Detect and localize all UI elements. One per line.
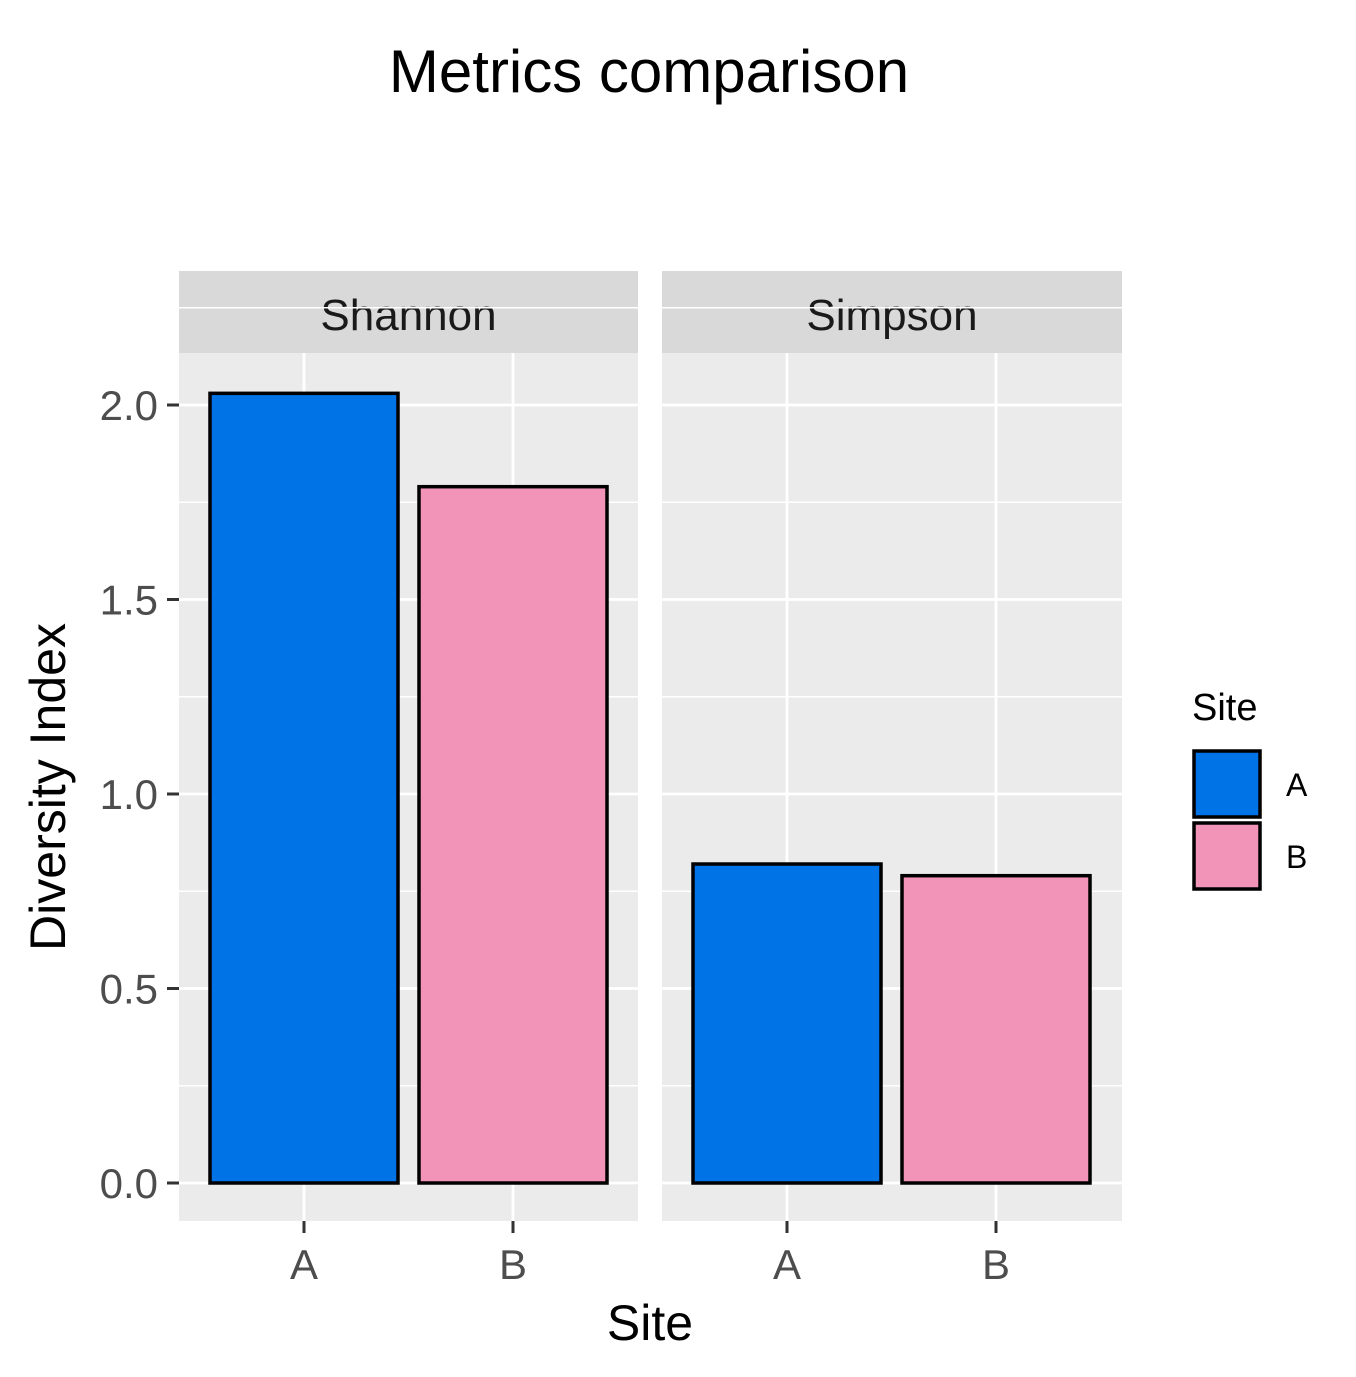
legend-key-a: [1192, 749, 1262, 819]
facet-strip: [662, 271, 1122, 353]
y-tick-label: 1.5: [100, 577, 158, 624]
chart-title: Metrics comparison: [389, 38, 909, 105]
legend: Site AB: [1192, 687, 1308, 891]
facet-panel-shannon: Shannon: [179, 271, 638, 1221]
facet-strip: [179, 271, 638, 353]
bar-shannon-b: [417, 484, 609, 1185]
facet-panel-simpson: Simpson: [662, 271, 1122, 1221]
bar-simpson-a: [691, 862, 883, 1185]
legend-title: Site: [1192, 687, 1257, 729]
y-axis: 0.0 0.5 1.0 1.5 2.0: [100, 382, 179, 1207]
facet-strip-label: Shannon: [320, 291, 496, 340]
x-axis-title: Site: [607, 1295, 693, 1351]
y-axis-title: Diversity Index: [20, 623, 76, 951]
y-tick-label: 2.0: [100, 382, 158, 429]
legend-label-a: A: [1286, 767, 1308, 803]
legend-key-b: [1192, 821, 1262, 891]
facet-strip-label: Simpson: [806, 291, 977, 340]
y-tick-label: 0.5: [100, 966, 158, 1013]
x-tick-label: A: [773, 1241, 801, 1288]
x-tick-label: A: [290, 1241, 318, 1288]
bar-shannon-a: [208, 391, 400, 1185]
y-tick-label: 1.0: [100, 771, 158, 818]
y-tick-label: 0.0: [100, 1160, 158, 1207]
x-tick-label: B: [982, 1241, 1010, 1288]
bar-simpson-b: [900, 873, 1092, 1185]
legend-label-b: B: [1286, 839, 1307, 875]
x-tick-label: B: [499, 1241, 527, 1288]
